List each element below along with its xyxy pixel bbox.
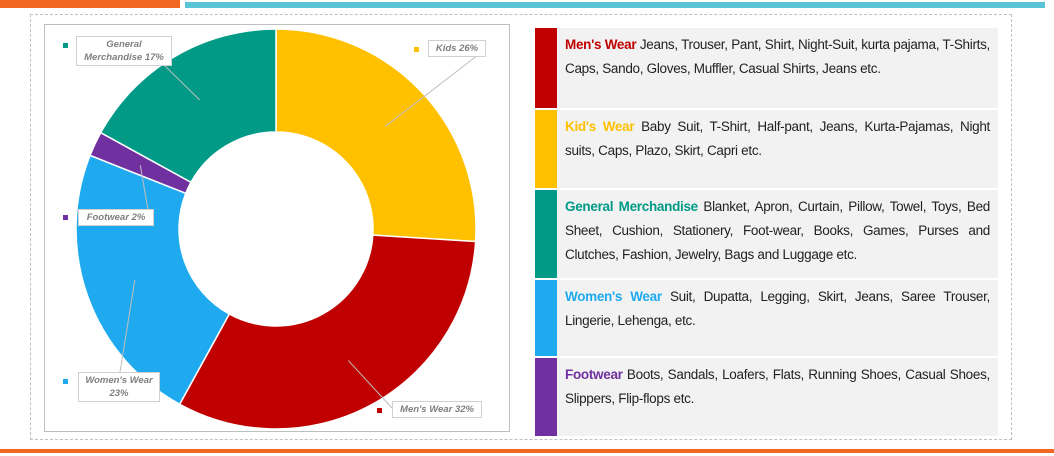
row-text: Footwear Boots, Sandals, Loafers, Flats,… bbox=[557, 358, 998, 436]
row-description: Blanket, Apron, Curtain, Pillow, Towel, … bbox=[565, 199, 990, 262]
row-text: Kid's Wear Baby Suit, T-Shirt, Half-pant… bbox=[557, 110, 998, 188]
table-row: General Merchandise Blanket, Apron, Curt… bbox=[535, 190, 998, 278]
value-label: 32% bbox=[454, 404, 474, 415]
row-text: Women's Wear Suit, Dupatta, Legging, Ski… bbox=[557, 280, 998, 356]
data-label: Kids 26% bbox=[428, 40, 486, 57]
value-label: 26% bbox=[459, 43, 479, 54]
value-label: 2% bbox=[131, 212, 146, 223]
leader-line bbox=[385, 54, 479, 127]
row-title: Kid's Wear bbox=[565, 119, 635, 134]
top-bar bbox=[185, 2, 1045, 8]
donut-slice bbox=[178, 234, 477, 430]
frame bbox=[30, 14, 1012, 440]
row-text: General Merchandise Blanket, Apron, Curt… bbox=[557, 190, 998, 278]
data-label: Women's Wear 23% bbox=[78, 372, 160, 402]
category-label: Kids bbox=[435, 43, 457, 54]
category-label: Men's Wear bbox=[400, 404, 453, 415]
legend-bullet bbox=[414, 47, 419, 52]
table-row: Kid's Wear Baby Suit, T-Shirt, Half-pant… bbox=[535, 110, 998, 188]
color-bar bbox=[535, 190, 557, 278]
data-label: General Merchandise 17% bbox=[76, 36, 172, 66]
value-label: 17% bbox=[144, 52, 164, 63]
leader-line bbox=[119, 279, 136, 373]
row-description: Baby Suit, T-Shirt, Half-pant, Jeans, Ku… bbox=[565, 119, 991, 158]
table-row: Footwear Boots, Sandals, Loafers, Flats,… bbox=[535, 358, 998, 436]
data-label: Footwear 2% bbox=[78, 209, 154, 226]
legend-bullet bbox=[63, 43, 68, 48]
leader-line bbox=[347, 360, 393, 409]
table-row: Men's Wear Jeans, Trouser, Pant, Shirt, … bbox=[535, 28, 998, 108]
data-label: Men's Wear 32% bbox=[392, 401, 482, 418]
row-text: Men's Wear Jeans, Trouser, Pant, Shirt, … bbox=[557, 28, 998, 108]
color-bar bbox=[535, 110, 557, 188]
leader-line bbox=[164, 65, 200, 101]
row-title: Footwear bbox=[565, 367, 623, 382]
top-bar bbox=[0, 0, 180, 8]
table-row: Women's Wear Suit, Dupatta, Legging, Ski… bbox=[535, 280, 998, 356]
row-title: Women's Wear bbox=[565, 289, 662, 304]
chart-area bbox=[44, 24, 510, 432]
legend-bullet bbox=[63, 379, 68, 384]
row-title: General Merchandise bbox=[565, 199, 698, 214]
category-label: General Merchandise bbox=[84, 39, 143, 63]
row-description: Boots, Sandals, Loafers, Flats, Running … bbox=[565, 367, 990, 406]
color-bar bbox=[535, 358, 557, 436]
legend-bullet bbox=[63, 215, 68, 220]
donut-slice bbox=[99, 28, 277, 184]
leader-line bbox=[139, 165, 149, 211]
color-bar bbox=[535, 280, 557, 356]
row-description: Suit, Dupatta, Legging, Skirt, Jeans, Sa… bbox=[565, 289, 991, 328]
bottom-bar bbox=[0, 449, 1054, 453]
row-title: Men's Wear bbox=[565, 37, 637, 52]
donut-slice bbox=[275, 28, 477, 243]
value-label: 23% bbox=[109, 388, 129, 399]
table: Men's Wear Jeans, Trouser, Pant, Shirt, … bbox=[535, 28, 998, 438]
legend-bullet bbox=[377, 408, 382, 413]
color-bar bbox=[535, 28, 557, 108]
category-label: Footwear bbox=[86, 212, 129, 223]
category-label: Women's Wear bbox=[85, 375, 153, 386]
row-description: Jeans, Trouser, Pant, Shirt, Night-Suit,… bbox=[565, 37, 990, 76]
